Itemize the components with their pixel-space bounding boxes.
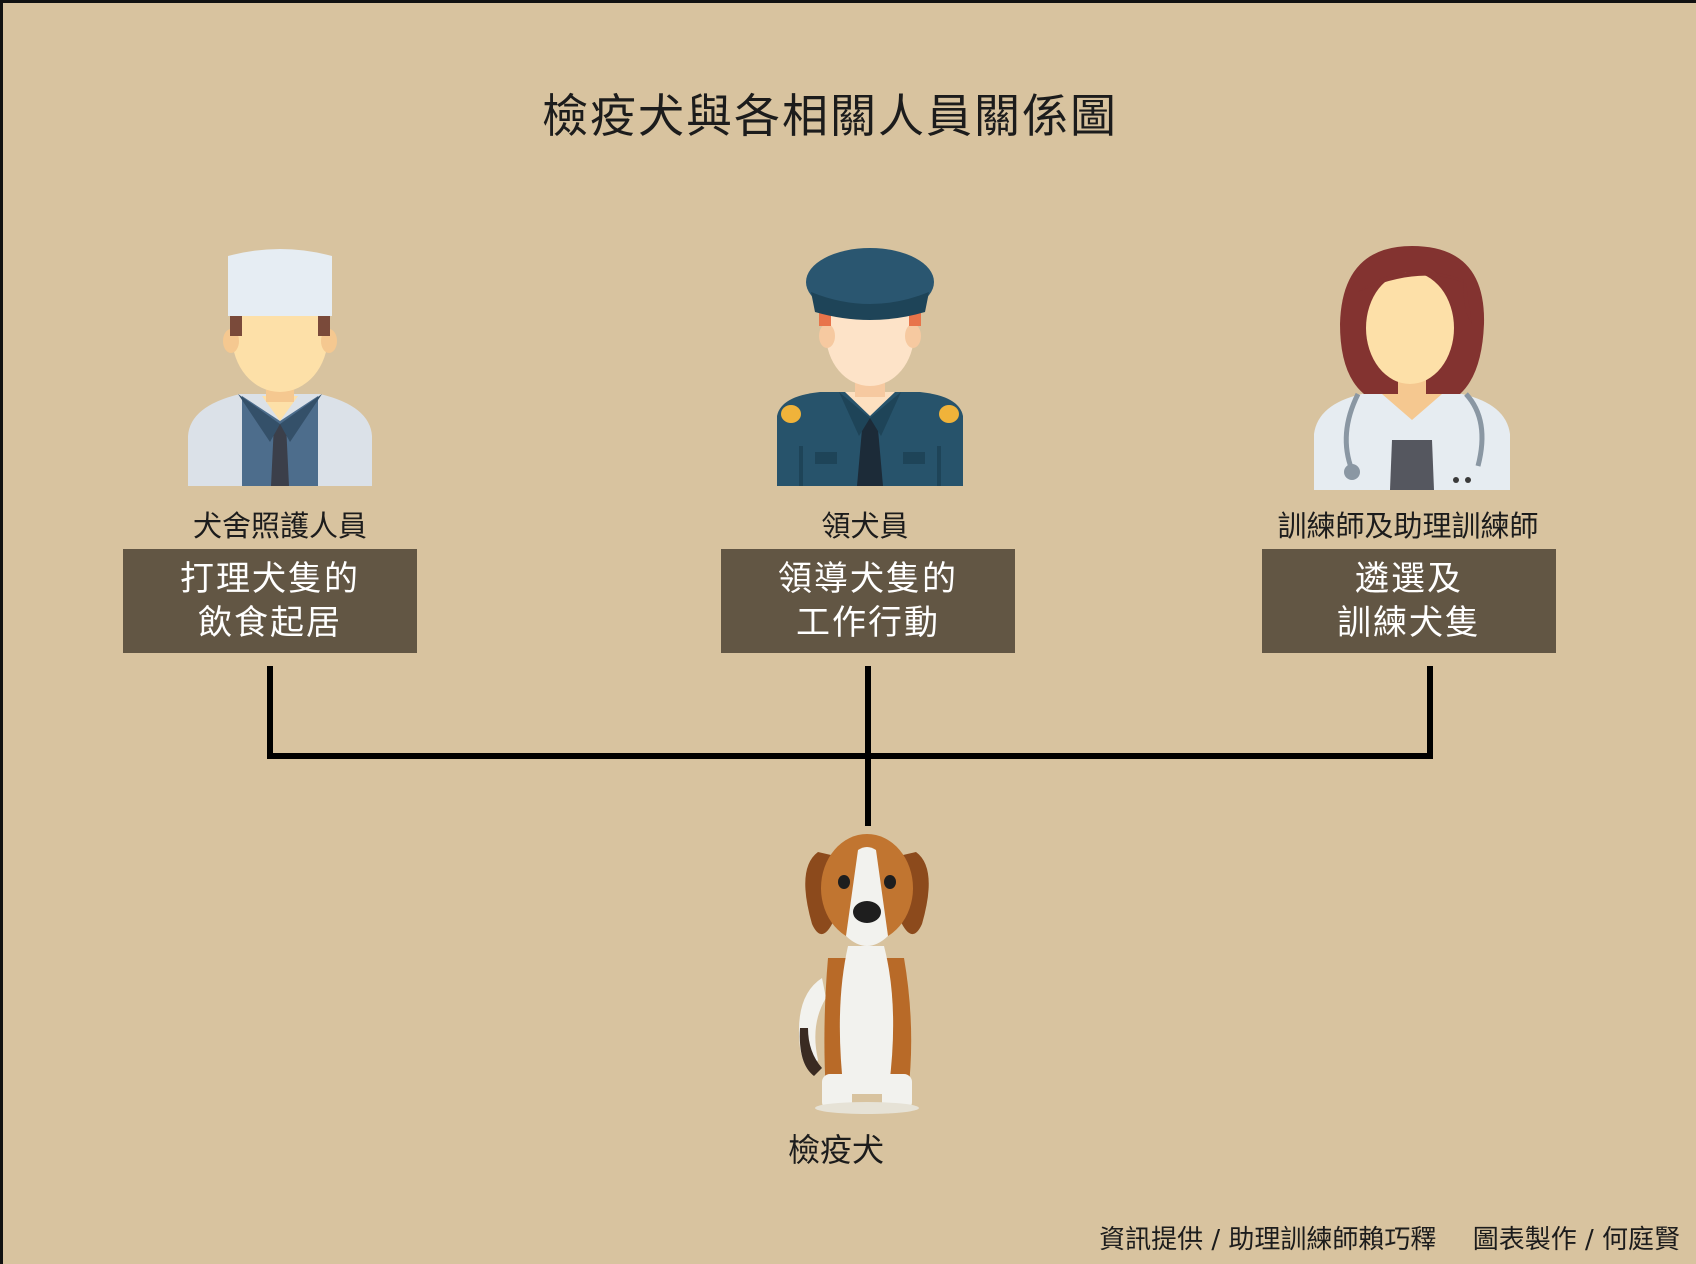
duty-line: 打理犬隻的 — [180, 559, 360, 599]
credit-chart: 圖表製作 / 何庭賢 — [1472, 1225, 1680, 1255]
node-duty-caretaker: 打理犬隻的 飲食起居 — [123, 549, 417, 653]
credits: 資訊提供 / 助理訓練師賴巧釋 圖表製作 / 何庭賢 — [1071, 1219, 1680, 1256]
duty-line: 領導犬隻的 — [778, 559, 958, 599]
credit-info: 資訊提供 / 助理訓練師賴巧釋 — [1099, 1225, 1437, 1255]
diagram-title: 檢疫犬與各相關人員關係圖 — [542, 89, 1118, 143]
duty-line: 遴選及 — [1355, 559, 1463, 599]
duty-line: 飲食起居 — [198, 603, 342, 643]
beagle-dog-icon — [798, 834, 929, 1114]
duty-line: 訓練犬隻 — [1337, 603, 1481, 643]
node-duty-handler: 領導犬隻的 工作行動 — [721, 549, 1015, 653]
node-role-caretaker: 犬舍照護人員 — [192, 509, 367, 543]
duty-line: 工作行動 — [796, 603, 940, 643]
dog-label: 檢疫犬 — [787, 1131, 884, 1169]
caretaker-icon — [188, 249, 372, 486]
trainer-icon — [1314, 246, 1510, 490]
handler-icon — [777, 248, 963, 486]
node-role-handler: 領犬員 — [821, 509, 909, 543]
node-role-trainer: 訓練師及助理訓練師 — [1277, 509, 1539, 543]
node-duty-trainer: 遴選及 訓練犬隻 — [1262, 549, 1556, 653]
